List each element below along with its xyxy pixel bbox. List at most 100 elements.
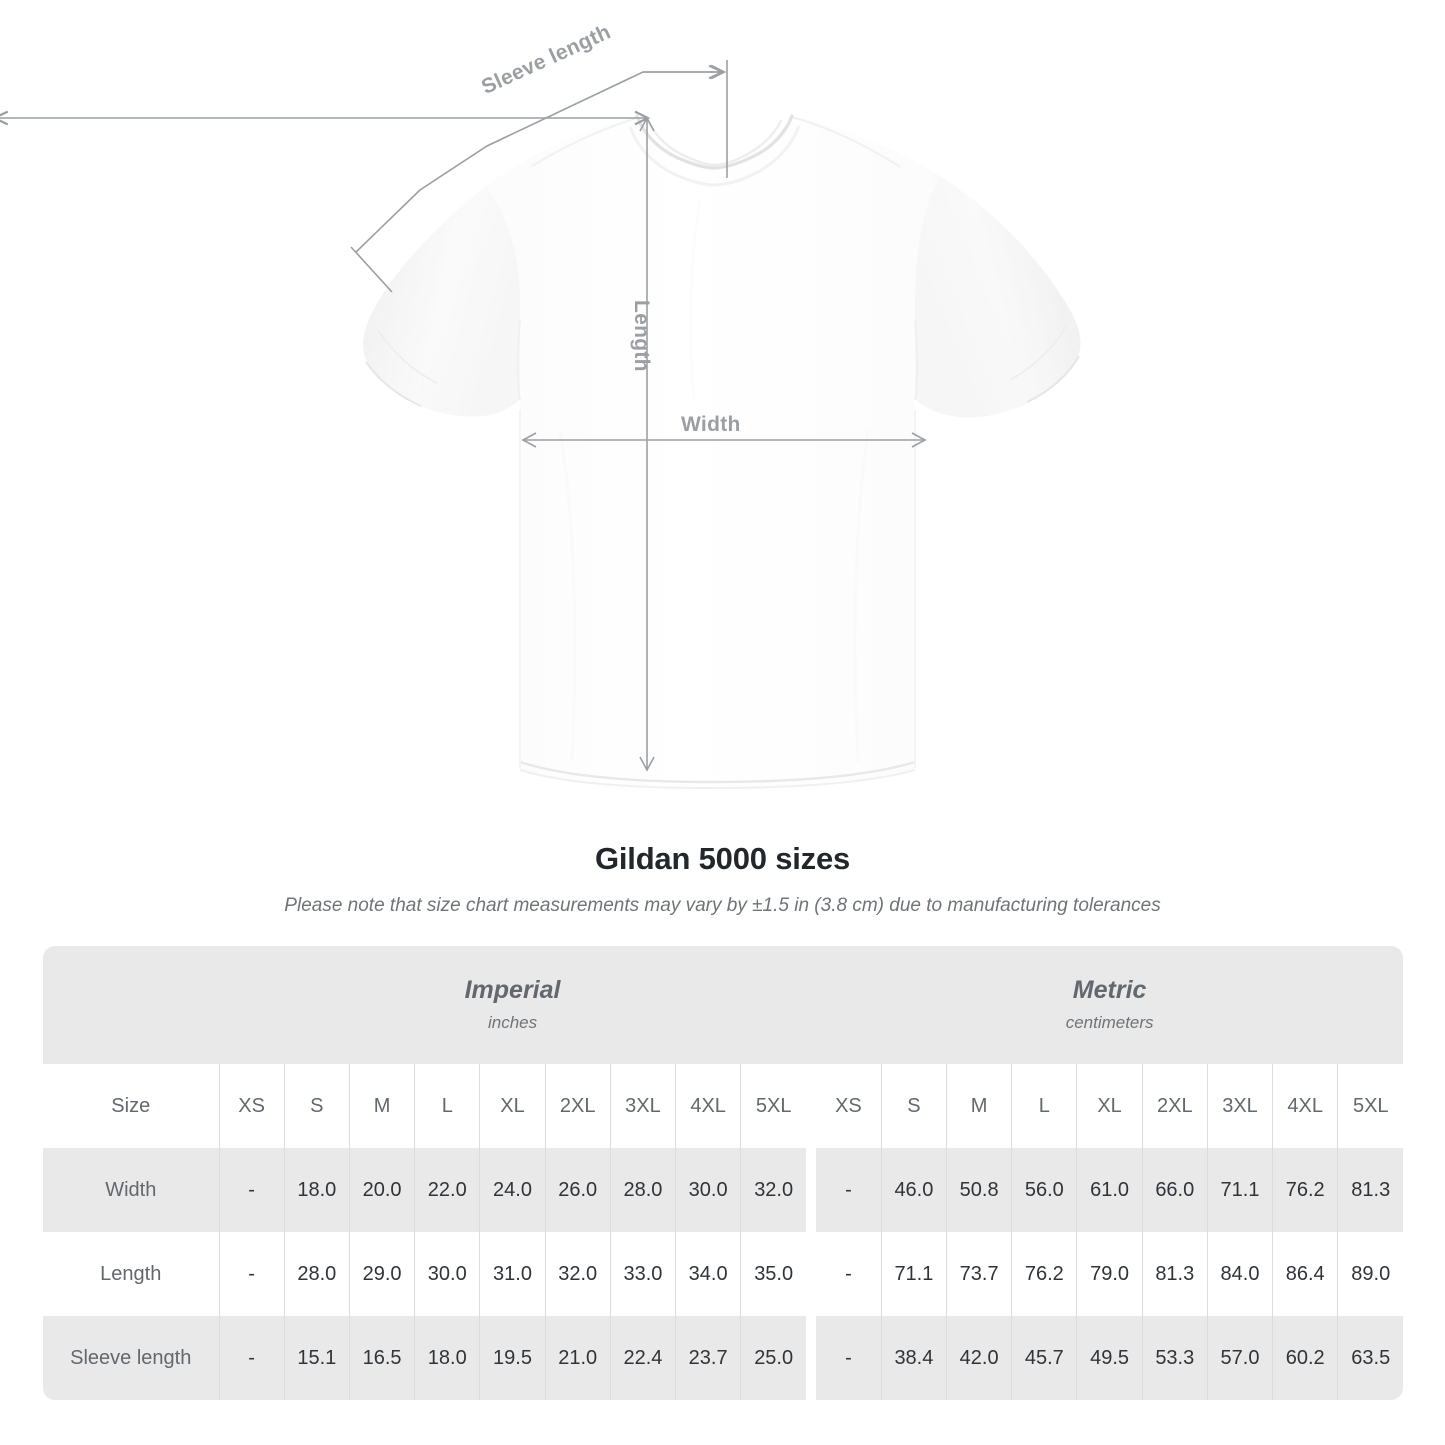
cell-metric-width-xl: 61.0	[1076, 1148, 1143, 1232]
column-header-metric-m: M	[946, 1064, 1012, 1148]
cell-imperial-width-4xl: 30.0	[675, 1148, 741, 1232]
cell-metric-width-2xl: 66.0	[1141, 1148, 1208, 1232]
cell-imperial-width-m: 20.0	[348, 1148, 415, 1232]
cell-metric-sleeve-length-5xl: 63.5	[1337, 1316, 1404, 1400]
cell-imperial-sleeve-length-4xl: 23.7	[675, 1316, 741, 1400]
tshirt-illustration-svg	[0, 60, 1081, 790]
cell-imperial-length-3xl: 33.0	[609, 1232, 676, 1316]
table-row: Sleeve length -15.1 16.5 18.0 19.5 21.0 22.4 23…	[43, 1316, 1404, 1400]
cell-imperial-sleeve-length-s: 15.1	[283, 1316, 350, 1400]
column-header-size: Size	[43, 1064, 219, 1148]
cell-imperial-sleeve-length-xl: 19.5	[479, 1316, 546, 1400]
column-header-imperial-xs: XS	[218, 1064, 285, 1148]
table-row: Width -18.0 20.0 22.0 24.0 26.0 28.0 30.0 32.0-4…	[43, 1148, 1404, 1232]
column-header-imperial-s: S	[283, 1064, 350, 1148]
column-header-metric-l: L	[1011, 1064, 1077, 1148]
table-row: Length -28.0 29.0 30.0 31.0 32.0 33.0 34.0 35.0-…	[43, 1232, 1404, 1316]
size-chart-table: Imperial inches Metric centimeters Size XS S M L…	[43, 946, 1404, 1400]
width-label: Width	[681, 413, 741, 436]
unit-header-imperial: Imperial inches	[219, 946, 807, 1064]
width-dimension-line	[521, 432, 927, 448]
cell-imperial-sleeve-length-3xl: 22.4	[609, 1316, 676, 1400]
title-block: Gildan 5000 sizes Please note that size …	[0, 840, 1445, 918]
unit-header-metric: Metric centimeters	[816, 946, 1404, 1064]
cell-metric-length-m: 73.7	[946, 1232, 1012, 1316]
size-chart-table-wrap: Imperial inches Metric centimeters Size XS S M L…	[43, 946, 1404, 1400]
cell-metric-width-s: 46.0	[880, 1148, 947, 1232]
column-header-imperial-3xl: 3XL	[609, 1064, 676, 1148]
column-header-metric-3xl: 3XL	[1206, 1064, 1273, 1148]
cell-metric-width-3xl: 71.1	[1206, 1148, 1273, 1232]
column-header-imperial-xl: XL	[479, 1064, 546, 1148]
cell-metric-width-5xl: 81.3	[1337, 1148, 1404, 1232]
cell-metric-sleeve-length-2xl: 53.3	[1141, 1316, 1208, 1400]
cell-imperial-length-m: 29.0	[348, 1232, 415, 1316]
cell-imperial-length-l: 30.0	[414, 1232, 480, 1316]
cell-metric-width-xs: -	[816, 1148, 882, 1232]
cell-metric-length-5xl: 89.0	[1337, 1232, 1404, 1316]
column-header-imperial-l: L	[414, 1064, 480, 1148]
column-header-metric-4xl: 4XL	[1272, 1064, 1338, 1148]
page-subtitle: Please note that size chart measurements…	[284, 895, 1161, 917]
page-title: Gildan 5000 sizes	[594, 841, 851, 876]
unit-system-band: Imperial inches Metric centimeters	[43, 946, 1404, 1064]
column-header-metric-xs: XS	[816, 1064, 882, 1148]
cell-imperial-length-2xl: 32.0	[544, 1232, 611, 1316]
column-header-imperial-m: M	[348, 1064, 415, 1148]
unit-name-metric: Metric	[1072, 976, 1147, 1005]
length-label: Length	[630, 300, 653, 372]
row-header-sleeve-length: Sleeve length	[43, 1316, 219, 1400]
cell-metric-length-3xl: 84.0	[1206, 1232, 1273, 1316]
cell-imperial-width-5xl: 32.0	[740, 1148, 807, 1232]
cell-imperial-sleeve-length-l: 18.0	[414, 1316, 480, 1400]
cell-metric-sleeve-length-4xl: 60.2	[1272, 1316, 1338, 1400]
cell-metric-length-xl: 79.0	[1076, 1232, 1143, 1316]
cell-imperial-width-xl: 24.0	[479, 1148, 546, 1232]
column-header-metric-5xl: 5XL	[1337, 1064, 1404, 1148]
shirt-body-shape	[363, 114, 1081, 790]
column-header-metric-xl: XL	[1076, 1064, 1143, 1148]
cell-imperial-sleeve-length-2xl: 21.0	[544, 1316, 611, 1400]
cell-metric-sleeve-length-xs: -	[816, 1316, 882, 1400]
cell-imperial-width-2xl: 26.0	[544, 1148, 611, 1232]
size-header-row: Size XS S M L XL 2XL 3XL 4XL 5XL XS S M L XL 2XL 3XL 4XL 5…	[43, 1064, 1404, 1148]
column-header-metric-2xl: 2XL	[1141, 1064, 1208, 1148]
cell-imperial-length-4xl: 34.0	[675, 1232, 741, 1316]
column-header-imperial-5xl: 5XL	[740, 1064, 807, 1148]
cell-imperial-sleeve-length-5xl: 25.0	[740, 1316, 807, 1400]
unit-band-gap	[806, 946, 817, 1064]
cell-metric-sleeve-length-s: 38.4	[880, 1316, 947, 1400]
cell-imperial-length-xl: 31.0	[479, 1232, 546, 1316]
cell-metric-sleeve-length-m: 42.0	[946, 1316, 1012, 1400]
cell-imperial-sleeve-length-xs: -	[218, 1316, 285, 1400]
cell-metric-length-2xl: 81.3	[1141, 1232, 1208, 1316]
sleeve-dimension-line	[350, 60, 728, 293]
cell-metric-width-4xl: 76.2	[1272, 1148, 1338, 1232]
row-header-width: Width	[43, 1148, 219, 1232]
cell-imperial-width-l: 22.0	[414, 1148, 480, 1232]
section-gap	[806, 1148, 817, 1232]
tshirt-diagram: Sleeve length Length Width	[0, 20, 1081, 790]
cell-metric-sleeve-length-xl: 49.5	[1076, 1316, 1143, 1400]
cell-imperial-width-xs: -	[218, 1148, 285, 1232]
cell-imperial-length-s: 28.0	[283, 1232, 350, 1316]
cell-metric-length-4xl: 86.4	[1272, 1232, 1338, 1316]
cell-metric-sleeve-length-3xl: 57.0	[1206, 1316, 1273, 1400]
cell-imperial-length-5xl: 35.0	[740, 1232, 807, 1316]
unit-sub-metric: centimeters	[1065, 1012, 1154, 1032]
section-gap	[806, 1316, 817, 1400]
cell-imperial-sleeve-length-m: 16.5	[348, 1316, 415, 1400]
cell-metric-length-l: 76.2	[1011, 1232, 1077, 1316]
cell-imperial-width-3xl: 28.0	[609, 1148, 676, 1232]
cell-imperial-width-s: 18.0	[283, 1148, 350, 1232]
row-header-length: Length	[43, 1232, 219, 1316]
unit-band-spacer	[43, 946, 219, 1064]
cell-imperial-length-xs: -	[218, 1232, 285, 1316]
section-gap	[806, 1232, 817, 1316]
length-dimension-line	[0, 110, 655, 772]
unit-name-imperial: Imperial	[464, 976, 561, 1005]
unit-sub-imperial: inches	[487, 1012, 538, 1032]
cell-metric-width-l: 56.0	[1011, 1148, 1077, 1232]
column-header-imperial-2xl: 2XL	[544, 1064, 611, 1148]
